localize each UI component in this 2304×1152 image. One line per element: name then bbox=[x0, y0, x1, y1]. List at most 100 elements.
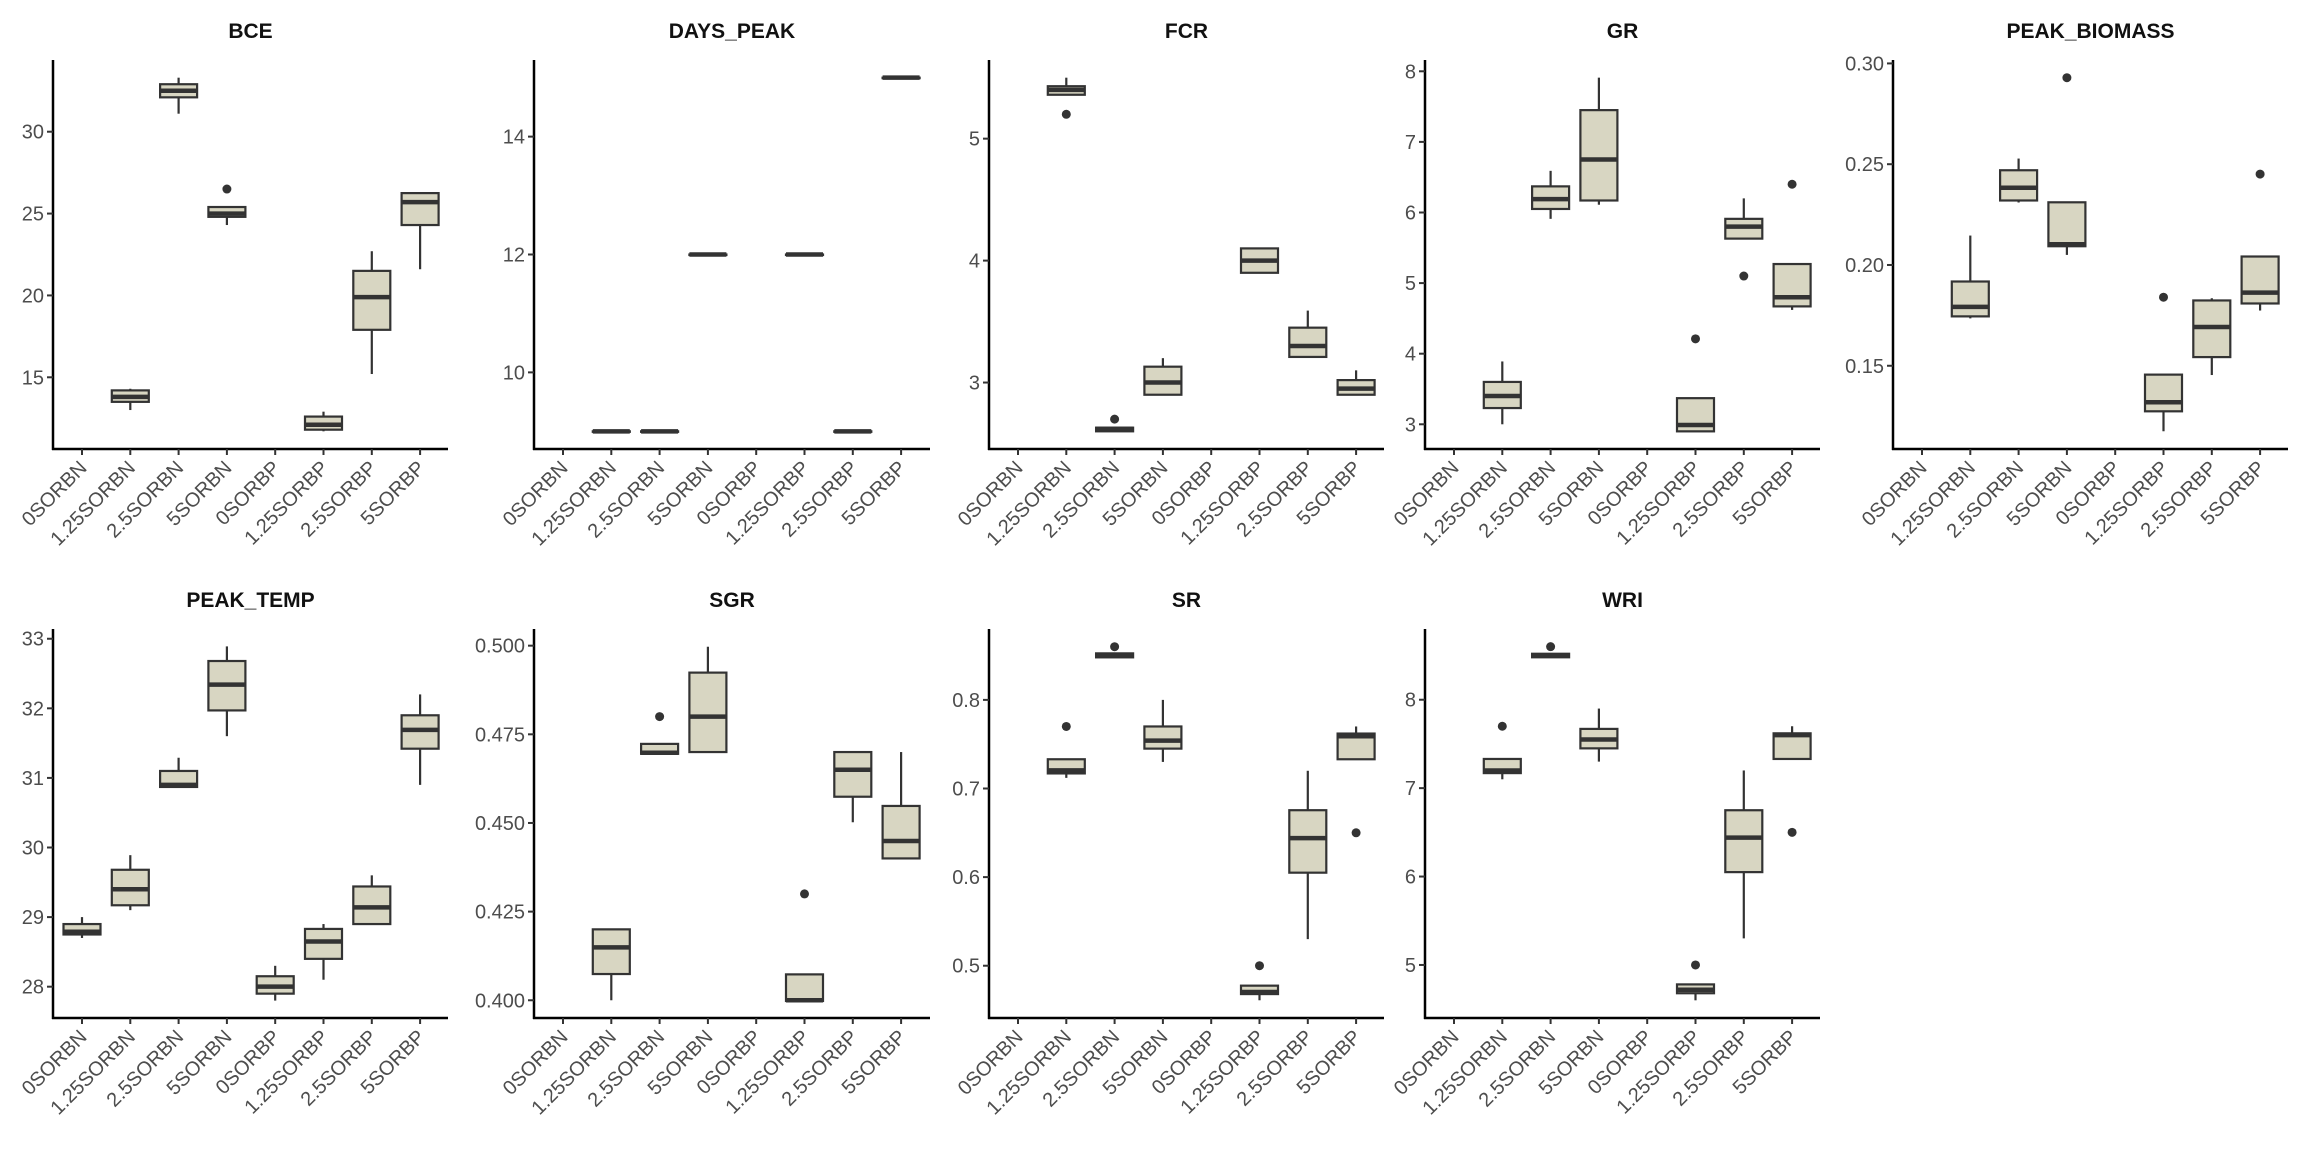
box-2-5sorbp bbox=[1724, 770, 1764, 939]
outlier-point bbox=[1061, 721, 1071, 731]
box-1-25sorbp bbox=[784, 889, 825, 1003]
y-tick-label: 32 bbox=[22, 698, 44, 720]
box-2-5sorbn bbox=[159, 757, 199, 789]
box-iqr bbox=[833, 750, 873, 798]
y-tick-label: 5 bbox=[1405, 273, 1416, 295]
box-1-25sorbn bbox=[591, 429, 631, 434]
box-iqr bbox=[1288, 326, 1328, 359]
y-tick-label: 8 bbox=[1405, 690, 1416, 712]
box-2-5sorbn bbox=[1094, 414, 1135, 433]
box-iqr bbox=[591, 928, 631, 976]
outlier-point bbox=[1691, 334, 1700, 344]
box-iqr bbox=[1579, 109, 1619, 202]
y-tick-label: 7 bbox=[1405, 778, 1416, 800]
box-1-25sorbn bbox=[1482, 361, 1522, 425]
panel-title: BCE bbox=[228, 20, 272, 43]
panel-title: SR bbox=[1172, 589, 1201, 612]
box-5sorbp bbox=[1336, 726, 1376, 838]
panel-peak-biomass: PEAK_BIOMASS0.150.200.250.300SORBN1.25SO… bbox=[1845, 20, 2288, 550]
y-tick-label: 14 bbox=[503, 127, 525, 149]
outlier-point bbox=[1351, 828, 1361, 838]
box-2-5sorbp bbox=[352, 251, 392, 375]
y-tick-label: 0.15 bbox=[1845, 356, 1884, 378]
box-5sorbp bbox=[2240, 169, 2280, 311]
box-iqr bbox=[881, 804, 921, 860]
panel-gr: GR3456780SORBN1.25SORBN2.5SORBN5SORBN0SO… bbox=[1390, 20, 1820, 550]
box-5sorbn bbox=[1579, 708, 1619, 762]
y-tick-label: 0.425 bbox=[475, 902, 525, 924]
y-tick-label: 0.25 bbox=[1845, 154, 1884, 176]
outlier-point bbox=[1787, 179, 1797, 189]
box-5sorbp bbox=[1772, 726, 1812, 837]
y-tick-label: 0.30 bbox=[1845, 53, 1884, 75]
box-1-25sorbn bbox=[1046, 721, 1086, 778]
box-2-5sorbn bbox=[1998, 158, 2039, 203]
y-tick-label: 4 bbox=[969, 251, 980, 273]
outlier-point bbox=[1110, 642, 1120, 652]
outlier-point bbox=[2062, 73, 2072, 83]
box-1-25sorbp bbox=[2143, 292, 2184, 432]
box-2-5sorbp bbox=[1724, 198, 1764, 281]
box-1-25sorbp bbox=[303, 924, 344, 980]
box-2-5sorbp bbox=[352, 875, 392, 926]
box-1-25sorbp bbox=[303, 411, 344, 432]
y-tick-label: 5 bbox=[969, 129, 980, 151]
box-iqr bbox=[303, 927, 344, 960]
box-5sorbn bbox=[688, 252, 728, 257]
y-tick-label: 25 bbox=[22, 204, 44, 226]
outlier-point bbox=[2159, 292, 2168, 302]
outlier-point bbox=[1255, 961, 1264, 971]
box-iqr bbox=[2240, 255, 2280, 305]
box-5sorbn bbox=[1143, 358, 1183, 396]
y-tick-label: 3 bbox=[969, 373, 980, 395]
outlier-point bbox=[1497, 721, 1507, 731]
y-tick-label: 0.20 bbox=[1845, 255, 1884, 277]
box-iqr bbox=[688, 671, 728, 754]
y-tick-label: 20 bbox=[22, 285, 44, 307]
outlier-point bbox=[800, 889, 809, 899]
box-1-25sorbp bbox=[1675, 334, 1716, 433]
box-5sorbn bbox=[207, 184, 247, 226]
y-tick-label: 0.8 bbox=[952, 690, 980, 712]
box-2-5sorbp bbox=[833, 750, 873, 823]
outlier-point bbox=[655, 712, 665, 722]
box-1-25sorbn bbox=[1482, 721, 1522, 780]
box-5sorbn bbox=[1143, 699, 1183, 762]
y-tick-label: 0.5 bbox=[952, 956, 980, 978]
box-iqr bbox=[1998, 169, 2039, 202]
panel-fcr: FCR3450SORBN1.25SORBN2.5SORBN5SORBN0SORB… bbox=[954, 20, 1384, 550]
outlier-point bbox=[1546, 642, 1556, 652]
box-iqr bbox=[1724, 809, 1764, 874]
outlier-point bbox=[2255, 169, 2265, 179]
box-5sorbn bbox=[1579, 77, 1619, 205]
y-tick-label: 6 bbox=[1405, 867, 1416, 889]
box-2-5sorbp bbox=[833, 429, 873, 434]
outlier-point bbox=[1739, 271, 1749, 281]
box-2-5sorbn bbox=[1094, 642, 1135, 659]
panel-title: PEAK_BIOMASS bbox=[2006, 20, 2174, 43]
box-2-5sorbn bbox=[1530, 642, 1571, 659]
y-tick-label: 12 bbox=[503, 245, 525, 267]
box-2-5sorbn bbox=[639, 429, 680, 434]
box-0sorbn bbox=[62, 917, 102, 938]
y-tick-label: 30 bbox=[22, 122, 44, 144]
box-5sorbn bbox=[207, 646, 247, 737]
y-tick-label: 28 bbox=[22, 977, 44, 999]
y-tick-label: 15 bbox=[22, 367, 44, 389]
panel-title: FCR bbox=[1165, 20, 1208, 43]
box-1-25sorbp bbox=[1239, 961, 1280, 1001]
outlier-point bbox=[1061, 109, 1071, 119]
y-tick-label: 33 bbox=[22, 629, 44, 651]
y-tick-label: 3 bbox=[1405, 414, 1416, 436]
y-tick-label: 7 bbox=[1405, 132, 1416, 154]
box-iqr bbox=[784, 973, 825, 1003]
box-1-25sorbn bbox=[110, 855, 150, 911]
box-iqr bbox=[1772, 262, 1812, 308]
panel-title: SGR bbox=[709, 589, 755, 612]
box-2-5sorbp bbox=[2192, 298, 2232, 376]
panel-bce: BCE152025300SORBN1.25SORBN2.5SORBN5SORBN… bbox=[18, 20, 448, 550]
panel-sgr: SGR0.4000.4250.4500.4750.5000SORBN1.25SO… bbox=[475, 589, 930, 1119]
y-tick-label: 30 bbox=[22, 838, 44, 860]
box-iqr bbox=[2047, 201, 2087, 248]
